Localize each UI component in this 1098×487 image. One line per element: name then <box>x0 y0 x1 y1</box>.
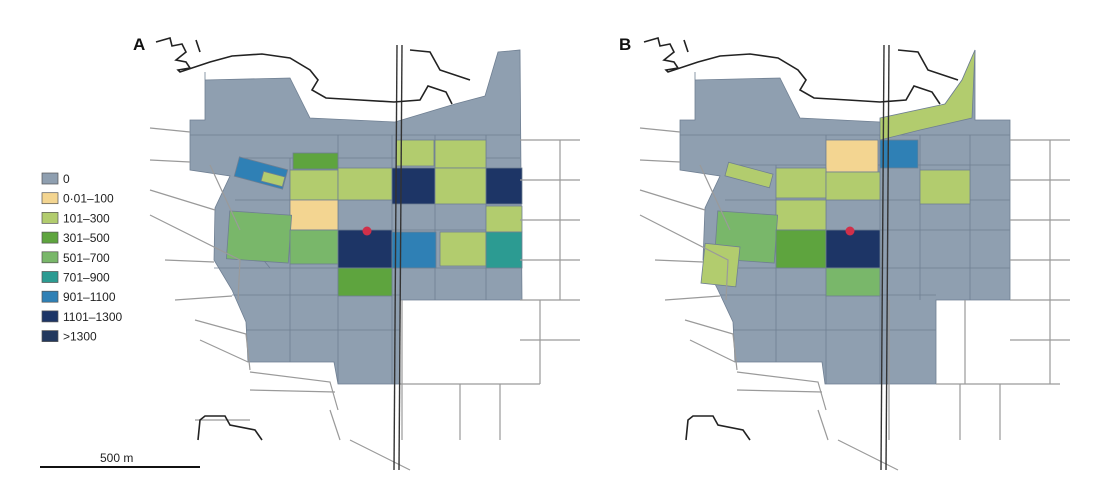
map-block <box>919 169 971 205</box>
legend-swatch <box>41 212 59 224</box>
panel-a-streets <box>149 127 580 471</box>
panel-a-coastline <box>155 37 453 105</box>
legend-swatch <box>41 290 59 303</box>
scale-bar-label: 500 m <box>100 451 133 465</box>
panel-a-railway <box>393 44 403 471</box>
legend: 0 0·01–100 101–300 301–500 501–700 701–900 901… <box>41 172 123 344</box>
panel-a-zero-region <box>189 49 523 385</box>
map-block <box>775 229 827 269</box>
panel-a <box>189 49 523 385</box>
map-block <box>439 231 487 267</box>
map-block <box>485 231 523 269</box>
legend-label: 101–300 <box>63 211 110 225</box>
legend-label: 301–500 <box>63 231 110 245</box>
legend-swatch <box>41 310 59 323</box>
panel-b-label: B <box>619 35 631 54</box>
map-block <box>289 169 339 201</box>
map-block <box>775 199 827 231</box>
panel-a-blocks <box>225 139 523 297</box>
map-block <box>724 161 774 189</box>
panel-b-coast-inlet <box>897 49 959 81</box>
map-block <box>337 267 393 297</box>
panel-b <box>679 49 1011 385</box>
map-block <box>225 210 293 264</box>
legend-label: >1300 <box>63 330 97 344</box>
map-block <box>825 139 879 173</box>
map-block <box>391 167 436 205</box>
panel-b-railway <box>880 44 890 471</box>
map-block <box>289 199 339 231</box>
panel-b-blocks <box>700 49 976 297</box>
map-block <box>337 229 393 269</box>
legend-label: 0·01–100 <box>63 192 114 206</box>
legend-swatch <box>41 172 59 185</box>
map-block <box>775 167 827 199</box>
panel-b-quay <box>685 415 751 441</box>
legend-swatch <box>41 271 59 283</box>
map-block <box>485 167 523 205</box>
legend-swatch <box>41 251 59 264</box>
map-block <box>434 167 487 205</box>
map-block <box>485 205 523 233</box>
panel-a-label: A <box>133 35 145 54</box>
map-block <box>292 152 339 170</box>
panel-a-coast-north <box>195 39 201 53</box>
scale-bar: 500 m <box>40 451 200 468</box>
map-block <box>337 167 393 201</box>
map-block <box>825 229 881 269</box>
legend-swatch <box>41 192 59 205</box>
panel-a-origin-marker <box>362 226 372 236</box>
map-block <box>825 171 881 201</box>
panel-b-origin-marker <box>845 226 855 236</box>
map-block <box>260 170 286 188</box>
legend-swatch <box>41 231 59 244</box>
panel-a-coast-inlet <box>409 49 471 81</box>
map-block <box>391 231 437 269</box>
map-block <box>879 49 976 141</box>
legend-label: 1101–1300 <box>63 310 123 324</box>
map-block <box>289 229 339 265</box>
panel-a-quay <box>197 415 263 441</box>
map-block <box>434 139 487 169</box>
map-block <box>700 242 741 288</box>
map-block <box>825 267 881 297</box>
legend-label: 0 <box>63 172 70 186</box>
legend-label: 901–1100 <box>63 290 116 304</box>
legend-swatch <box>41 330 59 342</box>
panel-b-coast-north <box>683 39 689 53</box>
legend-label: 501–700 <box>63 251 110 265</box>
panel-b-streets <box>639 127 1070 471</box>
panel-b-coastline <box>643 37 941 105</box>
legend-label: 701–900 <box>63 271 110 285</box>
map-block <box>879 139 919 169</box>
